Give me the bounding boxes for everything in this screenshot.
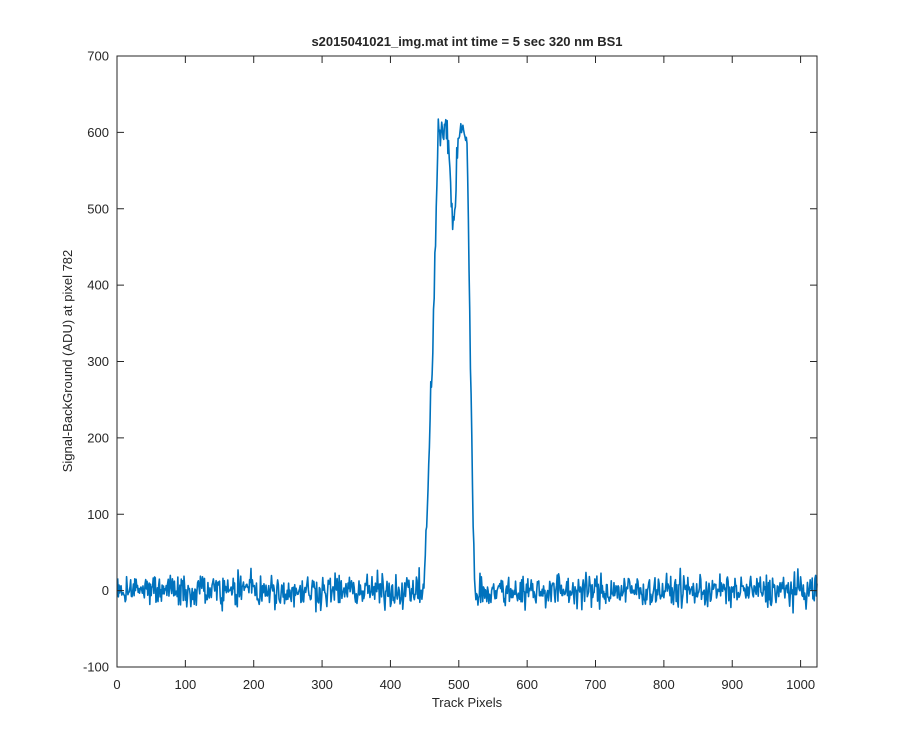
y-tick-label: 600 (87, 125, 109, 140)
x-tick-label: 800 (653, 677, 675, 692)
x-tick-label: 400 (380, 677, 402, 692)
y-axis-label: Signal-BackGround (ADU) at pixel 782 (60, 250, 75, 473)
x-tick-label: 1000 (786, 677, 815, 692)
chart-title: s2015041021_img.mat int time = 5 sec 320… (311, 34, 622, 49)
x-axis-label: Track Pixels (432, 695, 503, 710)
x-tick-label: 0 (113, 677, 120, 692)
x-tick-label: 100 (175, 677, 197, 692)
x-tick-label: 500 (448, 677, 470, 692)
x-tick-label: 900 (721, 677, 743, 692)
y-tick-label: 0 (102, 583, 109, 598)
y-tick-label: 400 (87, 278, 109, 293)
tick-layer: 0 100 200 300 400 500 600 700 800 900 1000 -100 0 100… (83, 49, 817, 692)
x-tick-label: 300 (311, 677, 333, 692)
x-tick-label: 600 (516, 677, 538, 692)
y-tick-label: 100 (87, 507, 109, 522)
y-tick-label: 200 (87, 430, 109, 445)
series-line (116, 118, 818, 614)
y-tick-label: 500 (87, 201, 109, 216)
y-tick-label: 300 (87, 354, 109, 369)
y-tick-label: 700 (87, 49, 109, 64)
x-tick-label: 200 (243, 677, 265, 692)
x-tick-label: 700 (585, 677, 607, 692)
y-tick-label: -100 (83, 660, 109, 675)
data-layer (116, 118, 818, 614)
